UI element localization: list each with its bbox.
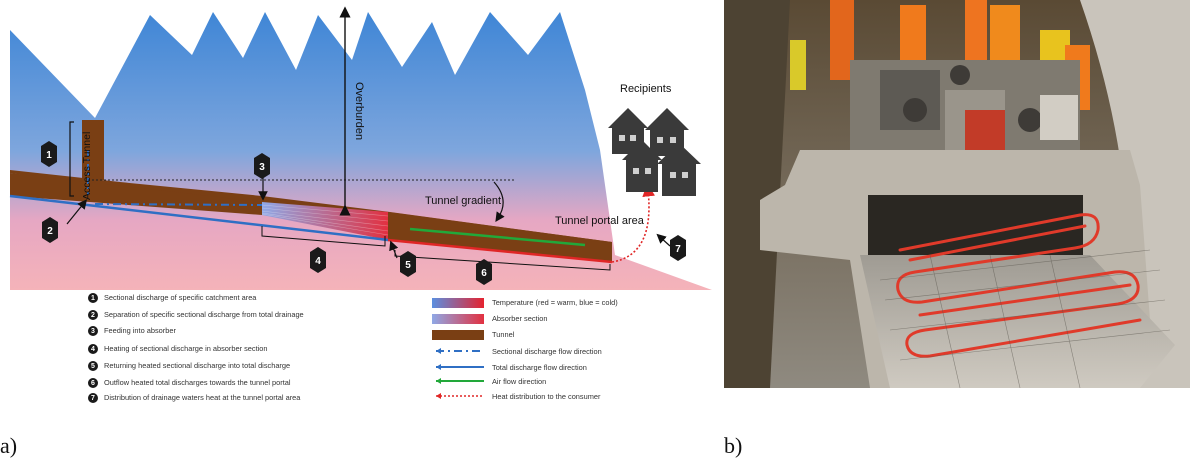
legend-item-5: 5 Returning heated sectional discharge i…: [88, 361, 290, 371]
legend-symbol-text-4: Sectional discharge flow direction: [492, 347, 602, 356]
marker-3-label: 3: [259, 162, 265, 173]
legend-text-1: Sectional discharge of specific catchmen…: [104, 293, 257, 303]
legend-text-2: Separation of specific sectional dischar…: [104, 310, 304, 320]
legend-absorber-swatch: [432, 314, 484, 324]
marker-2-label: 2: [47, 226, 53, 237]
heat-distribution-arrow: [611, 183, 656, 263]
legend-text-3: Feeding into absorber: [104, 326, 176, 336]
legend-symbol-item-1: Temperature (red = warm, blue = cold): [492, 298, 618, 307]
hex-marker-7: 7: [670, 235, 686, 261]
marker-4-label: 4: [315, 256, 321, 267]
legend-item-1: 1 Sectional discharge of specific catchm…: [88, 293, 256, 303]
recipients-label: Recipients: [620, 83, 672, 95]
marker-6-label: 6: [481, 268, 487, 279]
hex-marker-4: 4: [310, 247, 326, 273]
legend-num-2: 2: [88, 310, 98, 320]
legend-tunnel-swatch: [432, 330, 484, 340]
absorber-pipes: [896, 213, 1142, 358]
legend-item-7: 7 Distribution of drainage waters heat a…: [88, 393, 300, 403]
marker-1-label: 1: [46, 150, 52, 161]
legend-num-6: 6: [88, 378, 98, 388]
heated-discharge-line: [387, 238, 613, 264]
overburden-label: Overburden: [353, 82, 365, 140]
legend-symbol-item-4: Sectional discharge flow direction: [492, 347, 602, 356]
legend-symbol-text-2: Absorber section: [492, 314, 548, 323]
legend-symbol-text-3: Tunnel: [492, 330, 515, 339]
photo-b: [724, 0, 1190, 388]
legend-item-2: 2 Separation of specific sectional disch…: [88, 310, 304, 320]
access-bracket: [69, 121, 74, 197]
sectional-discharge-line: [94, 203, 263, 206]
legend-symbol-item-3: Tunnel: [492, 330, 515, 339]
hex-marker-3: 3: [254, 153, 270, 179]
diagram-a: 1 2 3 4 5 6 7 Overburden Access Tunnel: [9, 6, 712, 290]
caption-b: b): [724, 433, 743, 458]
marker-7-label: 7: [675, 244, 681, 255]
total-discharge-line: [9, 194, 389, 242]
hex-marker-1: 1: [41, 141, 57, 167]
legend-text-7: Distribution of drainage waters heat at …: [104, 393, 301, 403]
legend-symbol-text-6: Air flow direction: [492, 377, 547, 386]
legend-symbols: [432, 298, 484, 399]
legend-temperature-swatch: [432, 298, 484, 308]
legend-symbol-text-7: Heat distribution to the consumer: [492, 392, 601, 401]
legend-item-3: 3 Feeding into absorber: [88, 326, 176, 336]
access-tunnel-label: Access Tunnel: [81, 132, 93, 200]
bracket-4: [261, 226, 386, 247]
legend-symbol-item-7: Heat distribution to the consumer: [492, 392, 601, 401]
tunnel-band: [10, 173, 262, 215]
legend-symbol-item-5: Total discharge flow direction: [492, 363, 587, 372]
marker-5-label: 5: [405, 260, 411, 271]
legend-symbol-item-6: Air flow direction: [492, 377, 547, 386]
tunnel-gradient-label: Tunnel gradient: [425, 195, 501, 207]
legend-num-4: 4: [88, 344, 98, 354]
legend-num-7: 7: [88, 393, 98, 403]
legend-symbol-text-5: Total discharge flow direction: [492, 363, 587, 372]
hex-marker-2: 2: [42, 217, 58, 243]
caption-a: a): [0, 433, 18, 458]
legend-symbol-text-1: Temperature (red = warm, blue = cold): [492, 298, 618, 307]
legend-item-4: 4 Heating of sectional discharge in abso…: [88, 344, 268, 354]
legend-symbol-item-2: Absorber section: [492, 314, 548, 323]
machine-block: [850, 60, 1080, 155]
hex-marker-5: 5: [400, 251, 416, 277]
legend-num-1: 1: [88, 293, 98, 303]
mountain-profile: [10, 12, 712, 290]
tunnel-portal-area-label: Tunnel portal area: [555, 215, 645, 227]
legend-num-5: 5: [88, 361, 98, 371]
air-flow-line: [409, 227, 586, 247]
legend-text-4: Heating of sectional discharge in absorb…: [104, 344, 268, 354]
absorber-section: [262, 202, 388, 240]
gradient-arc: [493, 181, 505, 222]
recipients-houses-icon: [608, 108, 701, 196]
legend-text-5: Returning heated sectional discharge int…: [104, 361, 291, 371]
legend-text-6: Outflow heated total discharges towards …: [104, 378, 291, 388]
hex-marker-6: 6: [476, 259, 492, 285]
legend-num-3: 3: [88, 326, 98, 336]
legend-item-6: 6 Outflow heated total discharges toward…: [88, 378, 291, 388]
